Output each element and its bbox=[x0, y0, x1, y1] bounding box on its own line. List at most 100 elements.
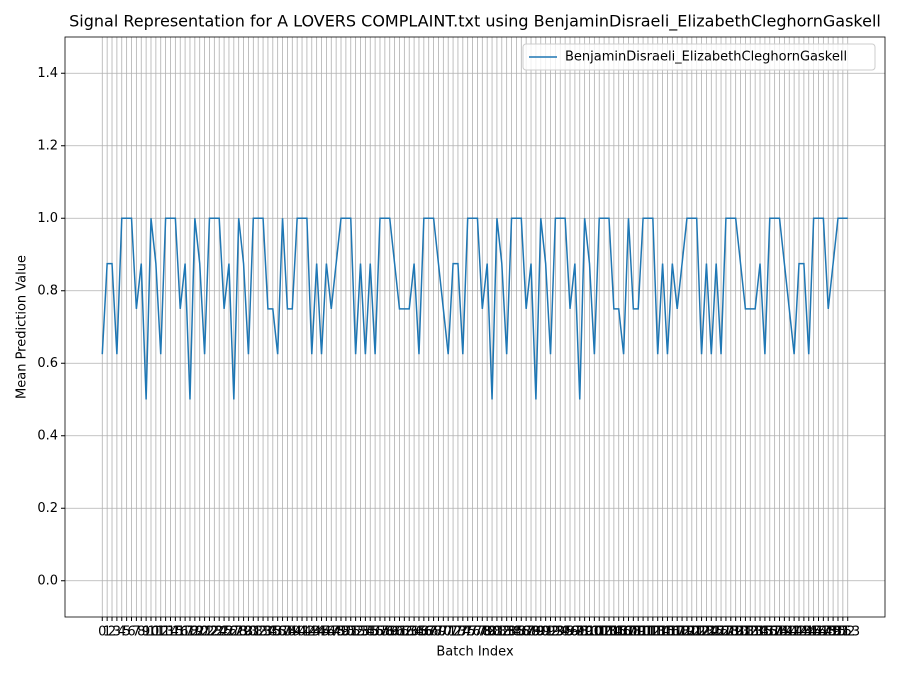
x-tick-label: 113 bbox=[640, 625, 665, 640]
y-tick-label: 0.4 bbox=[37, 428, 58, 443]
x-tick-label: 73 bbox=[450, 625, 467, 640]
x-tick-label: 128 bbox=[714, 625, 739, 640]
x-tick-label: 65 bbox=[411, 625, 428, 640]
x-tick-label: 35 bbox=[265, 625, 282, 640]
x-tick-label: 42 bbox=[299, 625, 316, 640]
x-tick-label: 30 bbox=[240, 625, 257, 640]
x-tick-label: 58 bbox=[377, 625, 394, 640]
x-tick-label: 102 bbox=[587, 625, 612, 640]
x-tick-label: 13 bbox=[157, 625, 174, 640]
x-tick-label: 97 bbox=[567, 625, 584, 640]
x-tick-label: 98 bbox=[571, 625, 588, 640]
x-tick-label: 115 bbox=[650, 625, 675, 640]
y-tick-label: 0.6 bbox=[37, 356, 58, 371]
x-tick-label: 69 bbox=[430, 625, 447, 640]
x-tick-label: 45 bbox=[313, 625, 330, 640]
x-tick-label: 153 bbox=[835, 625, 860, 640]
x-tick-label: 48 bbox=[328, 625, 345, 640]
x-tick-label: 6 bbox=[127, 625, 135, 640]
x-tick-label: 1 bbox=[103, 625, 111, 640]
x-tick-label: 9 bbox=[142, 625, 150, 640]
x-tick-label: 44 bbox=[308, 625, 325, 640]
x-tick-label: 149 bbox=[816, 625, 841, 640]
x-tick-label: 137 bbox=[757, 625, 782, 640]
x-tick-label: 29 bbox=[235, 625, 252, 640]
x-tick-label: 135 bbox=[748, 625, 773, 640]
plot-frame bbox=[64, 36, 886, 618]
x-tick-label: 43 bbox=[304, 625, 321, 640]
x-tick-label: 51 bbox=[342, 625, 359, 640]
y-axis-label: Mean Prediction Value bbox=[15, 255, 30, 399]
x-tick-label: 126 bbox=[704, 625, 729, 640]
x-tick-label: 23 bbox=[206, 625, 223, 640]
x-tick-label: 61 bbox=[391, 625, 408, 640]
x-tick-label: 148 bbox=[811, 625, 836, 640]
x-tick-label: 110 bbox=[626, 625, 651, 640]
x-tick-label: 54 bbox=[357, 625, 374, 640]
data-line bbox=[101, 217, 848, 400]
x-tick-label: 68 bbox=[425, 625, 442, 640]
x-tick-label: 88 bbox=[523, 625, 540, 640]
y-tick-label: 0.8 bbox=[37, 283, 58, 298]
x-tick-label: 122 bbox=[684, 625, 709, 640]
x-tick-label: 112 bbox=[636, 625, 661, 640]
x-tick-label: 3 bbox=[113, 625, 121, 640]
x-tick-label: 140 bbox=[772, 625, 797, 640]
x-tick-label: 62 bbox=[396, 625, 413, 640]
x-tick-label: 150 bbox=[821, 625, 846, 640]
x-tick-label: 109 bbox=[621, 625, 646, 640]
x-tick-label: 118 bbox=[665, 625, 690, 640]
x-tick-label: 136 bbox=[752, 625, 777, 640]
x-tick-label: 74 bbox=[455, 625, 472, 640]
x-tick-label: 37 bbox=[274, 625, 291, 640]
x-tick-label: 101 bbox=[582, 625, 607, 640]
x-tick-label: 139 bbox=[767, 625, 792, 640]
x-tick-label: 130 bbox=[723, 625, 748, 640]
x-tick-label: 53 bbox=[352, 625, 369, 640]
x-tick-label: 64 bbox=[406, 625, 423, 640]
x-tick-label: 133 bbox=[738, 625, 763, 640]
x-tick-label: 92 bbox=[542, 625, 559, 640]
x-tick-label: 91 bbox=[537, 625, 554, 640]
y-tick-label: 1.2 bbox=[37, 138, 58, 153]
x-tick-label: 34 bbox=[260, 625, 277, 640]
x-tick-label: 111 bbox=[631, 625, 656, 640]
x-tick-label: 52 bbox=[347, 625, 364, 640]
x-tick-label: 10 bbox=[143, 625, 160, 640]
x-tick-label: 18 bbox=[182, 625, 199, 640]
x-tick-label: 107 bbox=[611, 625, 636, 640]
x-tick-label: 106 bbox=[606, 625, 631, 640]
x-tick-label: 41 bbox=[294, 625, 311, 640]
x-tick-label: 121 bbox=[679, 625, 704, 640]
x-tick-label: 33 bbox=[255, 625, 272, 640]
x-tick-label: 19 bbox=[187, 625, 204, 640]
x-tick-label: 95 bbox=[557, 625, 574, 640]
x-tick-label: 11 bbox=[148, 625, 165, 640]
x-tick-label: 127 bbox=[709, 625, 734, 640]
x-tick-label: 27 bbox=[226, 625, 243, 640]
x-tick-label: 138 bbox=[762, 625, 787, 640]
x-tick-label: 31 bbox=[245, 625, 262, 640]
y-tick-label: 1.4 bbox=[37, 66, 58, 81]
x-tick-label: 76 bbox=[464, 625, 481, 640]
x-axis-label: Batch Index bbox=[436, 645, 514, 660]
x-tick-label: 116 bbox=[655, 625, 680, 640]
x-tick-label: 152 bbox=[830, 625, 855, 640]
x-tick-label: 114 bbox=[645, 625, 670, 640]
x-tick-label: 142 bbox=[782, 625, 807, 640]
x-tick-label: 144 bbox=[791, 625, 816, 640]
y-tick-label: 0.0 bbox=[37, 573, 58, 588]
x-tick-label: 39 bbox=[284, 625, 301, 640]
x-tick-label: 15 bbox=[167, 625, 184, 640]
x-tick-label: 93 bbox=[547, 625, 564, 640]
x-tick-label: 12 bbox=[152, 625, 169, 640]
x-tick-label: 96 bbox=[562, 625, 579, 640]
x-tick-label: 80 bbox=[484, 625, 501, 640]
x-tick-label: 40 bbox=[289, 625, 306, 640]
x-tick-label: 50 bbox=[338, 625, 355, 640]
x-tick-label: 56 bbox=[367, 625, 384, 640]
y-tick-label: 0.2 bbox=[37, 501, 58, 516]
x-tick-label: 22 bbox=[201, 625, 218, 640]
x-tick-label: 14 bbox=[162, 625, 179, 640]
